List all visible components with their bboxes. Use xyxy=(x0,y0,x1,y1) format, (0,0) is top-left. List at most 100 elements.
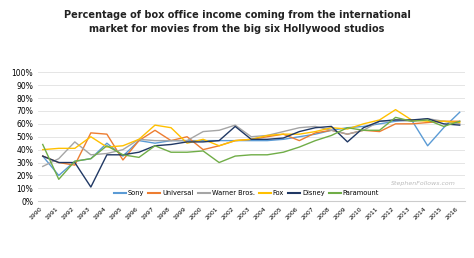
Universal xyxy=(104,133,109,136)
Warner Bros. xyxy=(409,120,414,123)
Disney xyxy=(248,138,254,141)
Universal xyxy=(152,129,158,132)
Warner Bros. xyxy=(297,126,302,129)
Paramount xyxy=(136,156,142,159)
Universal xyxy=(281,133,286,136)
Warner Bros. xyxy=(88,153,94,156)
Sony xyxy=(377,122,383,125)
Paramount xyxy=(441,125,447,128)
Fox xyxy=(361,122,366,125)
Disney xyxy=(377,120,383,123)
Fox xyxy=(40,148,46,151)
Universal xyxy=(120,158,126,162)
Universal xyxy=(328,129,334,132)
Fox xyxy=(281,133,286,136)
Universal xyxy=(88,131,94,134)
Warner Bros. xyxy=(104,152,109,155)
Disney xyxy=(297,130,302,133)
Universal xyxy=(377,130,383,133)
Warner Bros. xyxy=(281,130,286,133)
Fox xyxy=(120,144,126,147)
Paramount xyxy=(104,144,109,147)
Fox xyxy=(152,124,158,127)
Universal xyxy=(457,120,463,123)
Warner Bros. xyxy=(264,134,270,137)
Universal xyxy=(409,122,414,125)
Warner Bros. xyxy=(120,148,126,151)
Paramount xyxy=(377,129,383,132)
Paramount xyxy=(232,155,238,158)
Universal xyxy=(248,138,254,141)
Disney xyxy=(72,161,78,164)
Fox xyxy=(328,126,334,129)
Disney xyxy=(168,143,174,146)
Disney xyxy=(104,153,109,156)
Disney xyxy=(56,161,62,164)
Universal xyxy=(56,161,62,164)
Paramount xyxy=(345,126,350,129)
Sony xyxy=(248,139,254,142)
Fox xyxy=(200,138,206,141)
Sony xyxy=(152,142,158,145)
Warner Bros. xyxy=(216,129,222,132)
Warner Bros. xyxy=(457,122,463,125)
Warner Bros. xyxy=(40,165,46,168)
Disney xyxy=(361,126,366,129)
Disney xyxy=(409,118,414,122)
Sony xyxy=(136,139,142,142)
Sony xyxy=(409,118,414,122)
Fox xyxy=(56,147,62,150)
Disney xyxy=(88,186,94,189)
Sony xyxy=(345,126,350,129)
Paramount xyxy=(425,118,430,122)
Universal xyxy=(297,139,302,142)
Text: StephenFollows.com: StephenFollows.com xyxy=(391,181,456,186)
Sony xyxy=(88,157,94,160)
Fox xyxy=(409,118,414,122)
Warner Bros. xyxy=(425,117,430,120)
Universal xyxy=(361,129,366,132)
Disney xyxy=(40,155,46,158)
Line: Warner Bros.: Warner Bros. xyxy=(43,119,460,166)
Universal xyxy=(200,148,206,151)
Paramount xyxy=(216,161,222,164)
Paramount xyxy=(120,153,126,156)
Paramount xyxy=(457,120,463,123)
Fox xyxy=(297,133,302,136)
Disney xyxy=(425,117,430,120)
Paramount xyxy=(248,153,254,156)
Line: Sony: Sony xyxy=(43,112,460,175)
Sony xyxy=(232,139,238,142)
Paramount xyxy=(312,139,318,142)
Sony xyxy=(264,139,270,142)
Fox xyxy=(232,139,238,142)
Fox xyxy=(264,134,270,137)
Universal xyxy=(425,121,430,124)
Paramount xyxy=(184,151,190,154)
Universal xyxy=(216,144,222,147)
Line: Disney: Disney xyxy=(43,119,460,187)
Paramount xyxy=(88,157,94,160)
Paramount xyxy=(361,129,366,132)
Disney xyxy=(152,144,158,147)
Paramount xyxy=(281,151,286,154)
Warner Bros. xyxy=(377,120,383,123)
Disney xyxy=(216,139,222,142)
Line: Universal: Universal xyxy=(43,121,460,165)
Disney xyxy=(200,140,206,143)
Universal xyxy=(312,131,318,134)
Disney xyxy=(184,140,190,143)
Warner Bros. xyxy=(312,125,318,128)
Warner Bros. xyxy=(248,135,254,138)
Line: Fox: Fox xyxy=(43,110,460,150)
Warner Bros. xyxy=(136,138,142,141)
Warner Bros. xyxy=(200,130,206,133)
Sony xyxy=(441,126,447,129)
Universal xyxy=(136,139,142,142)
Fox xyxy=(104,146,109,149)
Disney xyxy=(136,151,142,154)
Paramount xyxy=(72,160,78,163)
Paramount xyxy=(264,153,270,156)
Universal xyxy=(345,133,350,136)
Warner Bros. xyxy=(328,129,334,132)
